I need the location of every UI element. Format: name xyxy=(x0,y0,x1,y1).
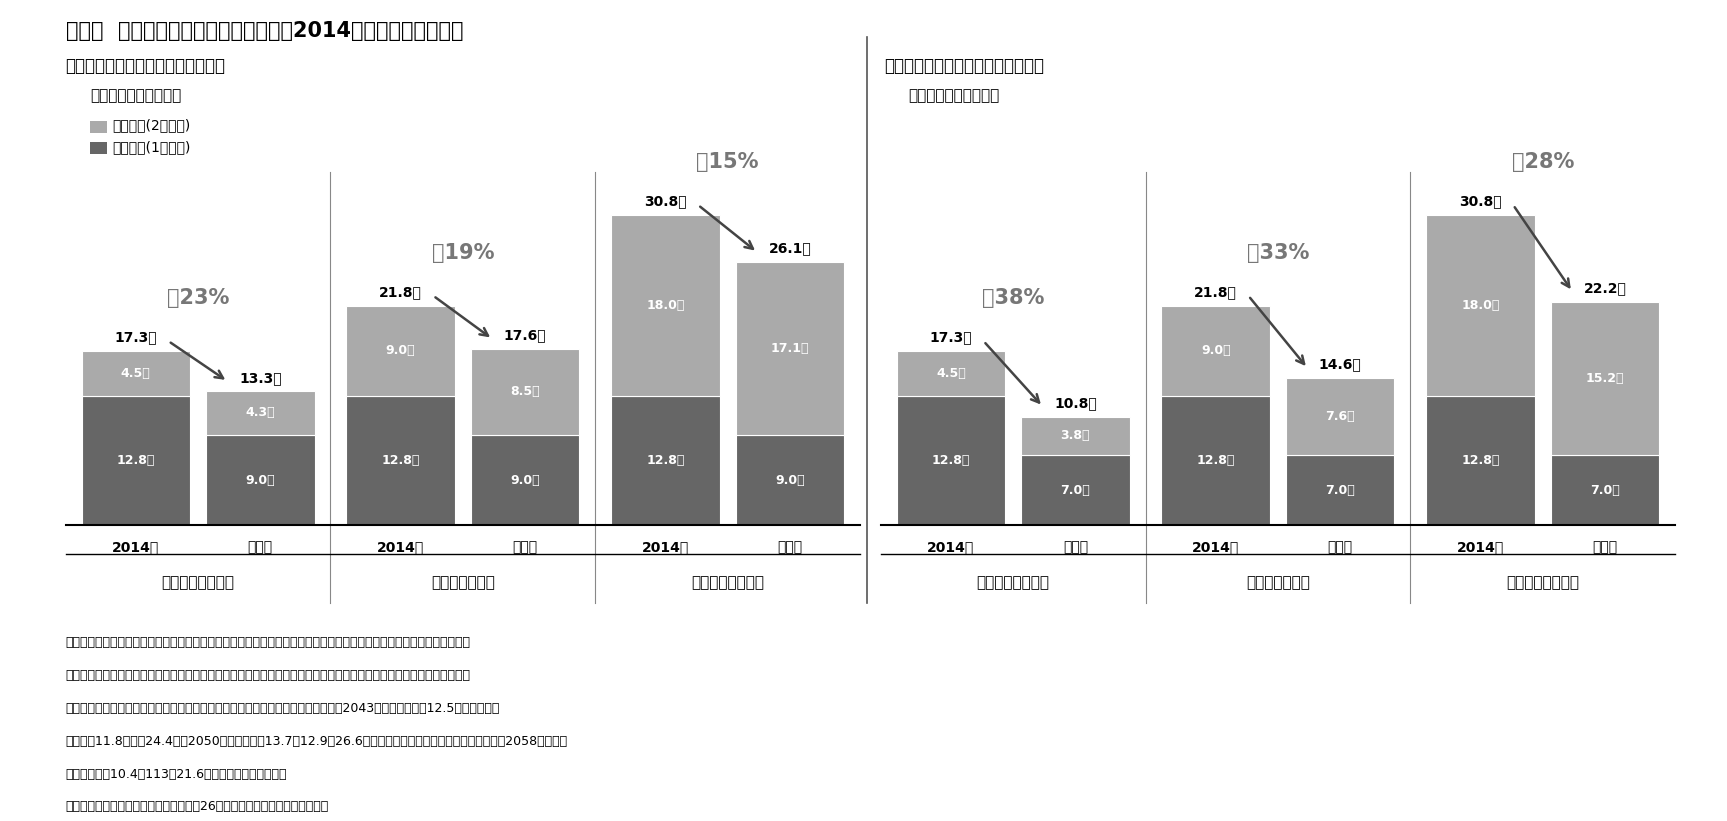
Text: 削減後: 削減後 xyxy=(1062,540,1088,554)
Text: 12.8万: 12.8万 xyxy=(1461,454,1499,467)
Text: 【経済低迷かつ出生維持のケース】: 【経済低迷かつ出生維持のケース】 xyxy=(884,57,1045,76)
Text: 平均の２倍の世帯: 平均の２倍の世帯 xyxy=(691,575,763,589)
Text: 9.0万: 9.0万 xyxy=(509,474,541,487)
Text: 11.8万＝計24.4万、2050年度に同じく13.7＋12.9＝26.6万、経済Ｇ・人口中位の平均賃金世帯で、2058年度に同: 11.8万＝計24.4万、2050年度に同じく13.7＋12.9＝26.6万、経… xyxy=(66,735,568,748)
Text: －15%: －15% xyxy=(696,152,758,172)
Text: 4.5万: 4.5万 xyxy=(121,367,150,380)
Text: 2014年: 2014年 xyxy=(927,540,974,554)
Text: 17.3万: 17.3万 xyxy=(114,330,157,344)
Text: 12.8万: 12.8万 xyxy=(933,454,971,467)
Text: 18.0万: 18.0万 xyxy=(1461,299,1499,312)
Text: 活感覚に合うよう賃金上昇率で現在の価値に換算したものであり、所得代替率を金額化したものに相当する。な: 活感覚に合うよう賃金上昇率で現在の価値に換算したものであり、所得代替率を金額化し… xyxy=(66,669,471,682)
Text: 17.6万: 17.6万 xyxy=(504,328,546,342)
Text: 平均賃金の世帯: 平均賃金の世帯 xyxy=(432,575,494,589)
Text: 12.8万: 12.8万 xyxy=(646,454,684,467)
Text: （経済Ｇ・人口中位）: （経済Ｇ・人口中位） xyxy=(908,88,1000,103)
Text: 7.0万: 7.0万 xyxy=(1060,484,1090,497)
Text: 削減後: 削減後 xyxy=(1328,540,1352,554)
Text: 30.8万: 30.8万 xyxy=(644,195,687,209)
Text: 17.3万: 17.3万 xyxy=(929,330,972,344)
Text: 7.6万: 7.6万 xyxy=(1325,410,1356,423)
Text: 12.8万: 12.8万 xyxy=(117,454,155,467)
Text: 26.1万: 26.1万 xyxy=(769,241,812,255)
Text: 削減後: 削減後 xyxy=(1592,540,1618,554)
Text: 21.8万: 21.8万 xyxy=(1195,285,1237,299)
Text: 削減後: 削減後 xyxy=(513,540,537,554)
Text: 2014年: 2014年 xyxy=(376,540,425,554)
Text: 3.8万: 3.8万 xyxy=(1060,429,1090,443)
Text: 図表２  給与水準別の給付削減見通し（2014年財政検証ベース）: 図表２ 給与水準別の給付削減見通し（2014年財政検証ベース） xyxy=(66,21,463,41)
Text: －19%: －19% xyxy=(432,243,494,263)
Text: 8.5万: 8.5万 xyxy=(509,385,541,398)
Text: （注１）上記の年金月額は夫婦の場合で、年金財政が健全化するまで給付削減を続けた場合。将来の年金額は、現在の生: （注１）上記の年金月額は夫婦の場合で、年金財政が健全化するまで給付削減を続けた場… xyxy=(66,636,471,649)
Text: 22.2万: 22.2万 xyxy=(1584,281,1627,295)
Text: 17.1万: 17.1万 xyxy=(770,342,810,355)
Text: 2014年: 2014年 xyxy=(642,540,689,554)
Text: 4.5万: 4.5万 xyxy=(936,367,965,380)
Text: （資料）厚生労働省年金局数理課「平成26年財政検証結果」より筆者作成。: （資料）厚生労働省年金局数理課「平成26年財政検証結果」より筆者作成。 xyxy=(66,800,328,814)
Text: 10.8万: 10.8万 xyxy=(1053,396,1097,410)
Text: 2014年: 2014年 xyxy=(1192,540,1240,554)
Text: －28%: －28% xyxy=(1511,152,1573,172)
Text: 7.0万: 7.0万 xyxy=(1325,484,1356,497)
Text: 18.0万: 18.0万 xyxy=(646,299,684,312)
Text: 平均賃金の世帯: 平均賃金の世帯 xyxy=(1247,575,1309,589)
Text: 7.0万: 7.0万 xyxy=(1591,484,1620,497)
Text: 9.0万: 9.0万 xyxy=(385,345,416,357)
Text: 21.8万: 21.8万 xyxy=(380,285,421,299)
Text: 2014年: 2014年 xyxy=(112,540,159,554)
Text: 基礎年金(1階部分): 基礎年金(1階部分) xyxy=(112,140,190,154)
Text: お、物価上昇率で換算した場合は、経済Ｅ・人口中位の平均賃金世帯で、2043年度に基礎年金12.5万＋厚生年金: お、物価上昇率で換算した場合は、経済Ｅ・人口中位の平均賃金世帯で、2043年度に… xyxy=(66,702,501,715)
Text: （経済Ｅ・人口中位）: （経済Ｅ・人口中位） xyxy=(90,88,181,103)
Text: 平均の半分の世帯: 平均の半分の世帯 xyxy=(977,575,1050,589)
Text: －23%: －23% xyxy=(168,288,230,308)
Text: 厚生年金(2階部分): 厚生年金(2階部分) xyxy=(112,118,190,133)
Text: 削減後: 削減後 xyxy=(247,540,273,554)
Text: 9.0万: 9.0万 xyxy=(775,474,805,487)
Text: 削減後: 削減後 xyxy=(777,540,803,554)
Text: 9.0万: 9.0万 xyxy=(1200,345,1231,357)
Text: 12.8万: 12.8万 xyxy=(1197,454,1235,467)
Text: 13.3万: 13.3万 xyxy=(238,371,282,385)
Text: 14.6万: 14.6万 xyxy=(1319,358,1361,372)
Text: 【経済再生かつ出生維持のケース】: 【経済再生かつ出生維持のケース】 xyxy=(66,57,226,76)
Text: －38%: －38% xyxy=(983,288,1045,308)
Text: 2014年: 2014年 xyxy=(1458,540,1504,554)
Text: 平均の半分の世帯: 平均の半分の世帯 xyxy=(162,575,235,589)
Text: －33%: －33% xyxy=(1247,243,1309,263)
Text: 30.8万: 30.8万 xyxy=(1459,195,1502,209)
Text: 平均の２倍の世帯: 平均の２倍の世帯 xyxy=(1506,575,1578,589)
Text: 15.2万: 15.2万 xyxy=(1585,372,1625,385)
Text: じく10.4＋113＝21.6万、と公表されている。: じく10.4＋113＝21.6万、と公表されている。 xyxy=(66,768,287,781)
Text: 9.0万: 9.0万 xyxy=(245,474,275,487)
Text: 4.3万: 4.3万 xyxy=(245,406,275,420)
Text: 12.8万: 12.8万 xyxy=(382,454,420,467)
